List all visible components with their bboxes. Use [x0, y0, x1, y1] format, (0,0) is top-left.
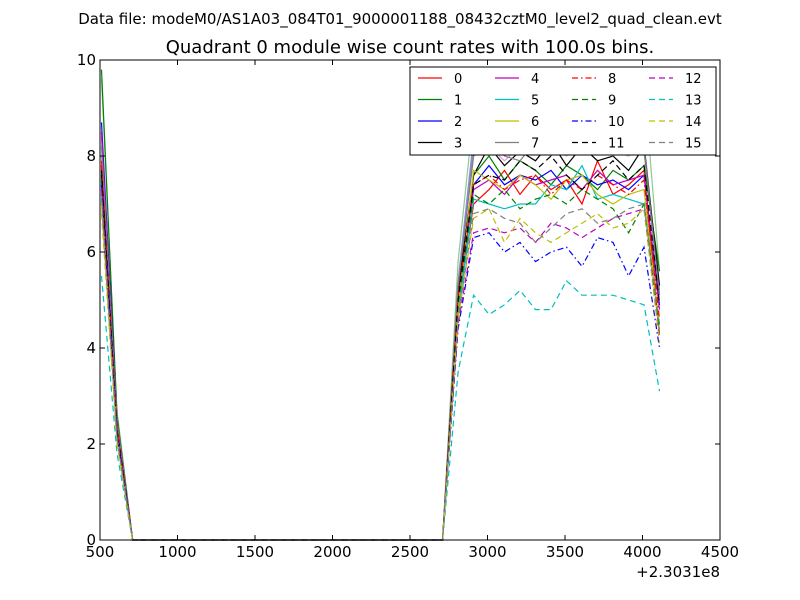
legend-label: 4 [531, 72, 539, 87]
y-tick-label: 8 [86, 147, 96, 165]
y-tick-label: 0 [86, 531, 96, 549]
legend-item-6: 6 [495, 115, 539, 130]
legend-item-11: 11 [572, 137, 625, 152]
legend-item-0: 0 [418, 72, 462, 87]
legend-label: 11 [608, 137, 625, 152]
axis-ticks [99, 59, 721, 541]
legend-label: 3 [454, 137, 462, 152]
legend-label: 1 [454, 94, 462, 109]
chart-title: Quadrant 0 module wise count rates with … [166, 37, 655, 58]
y-tick-label: 6 [86, 243, 96, 261]
legend-label: 7 [531, 137, 539, 152]
y-tick-label: 10 [77, 51, 96, 69]
legend-item-3: 3 [418, 137, 462, 152]
legend-label: 5 [531, 94, 539, 109]
x-tick-label: 4000 [623, 543, 661, 561]
legend-item-13: 13 [649, 94, 702, 109]
legend-item-1: 1 [418, 94, 462, 109]
legend-label: 2 [454, 115, 462, 130]
y-tick-label: 4 [86, 339, 96, 357]
legend-item-12: 12 [649, 72, 702, 87]
axis-tick-labels: 500 1000 1500 2000 2500 3000 3500 4000 4500 0 2 4 6 8… [77, 51, 739, 561]
legend-item-2: 2 [418, 115, 462, 130]
legend-item-10: 10 [572, 115, 625, 130]
legend-label: 8 [608, 72, 616, 87]
legend-item-8: 8 [572, 72, 616, 87]
legend-label: 15 [685, 137, 702, 152]
legend-item-5: 5 [495, 94, 539, 109]
legend-label: 6 [531, 115, 539, 130]
x-tick-label: 2500 [391, 543, 429, 561]
data-file-title: Data file: modeM0/AS1A03_084T01_90000011… [78, 10, 722, 29]
legend-label: 10 [608, 115, 625, 130]
legend-item-14: 14 [649, 115, 702, 130]
legend-label: 12 [685, 72, 702, 87]
x-tick-label: 3500 [546, 543, 584, 561]
x-tick-label: 2000 [313, 543, 351, 561]
x-tick-label: 1500 [236, 543, 274, 561]
x-tick-label: 4500 [701, 543, 739, 561]
x-tick-label: 3000 [468, 543, 506, 561]
legend-label: 0 [454, 72, 462, 87]
legend-label: 13 [685, 94, 702, 109]
legend-item-15: 15 [649, 137, 702, 152]
legend-label: 14 [685, 115, 702, 130]
legend-label: 9 [608, 94, 616, 109]
x-tick-label: 1000 [158, 543, 196, 561]
legend-item-4: 4 [495, 72, 539, 87]
legend-item-9: 9 [572, 94, 616, 109]
y-tick-label: 2 [86, 435, 96, 453]
legend-box [409, 66, 717, 156]
x-tick-label: 500 [86, 543, 115, 561]
x-axis-offset-label: +2.3031e8 [636, 563, 720, 581]
legend-item-7: 7 [495, 137, 539, 152]
